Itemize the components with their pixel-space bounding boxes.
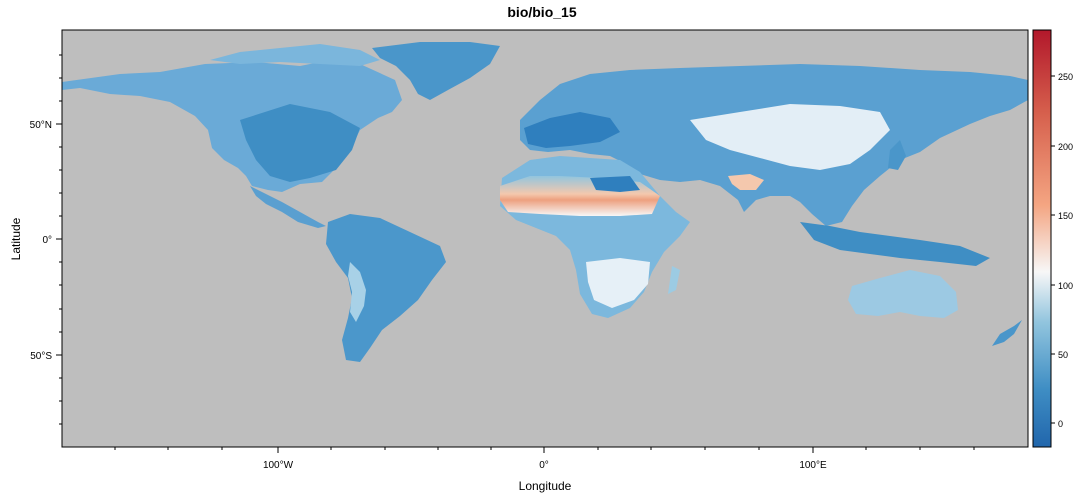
colorbar-tick-label: 50 [1058, 350, 1068, 360]
x-tick-label: 100°W [263, 460, 294, 471]
colorbar-tick-label: 250 [1058, 72, 1073, 82]
southern-africa [586, 258, 650, 308]
central-america [250, 186, 326, 228]
y-tick-label: 50°S [30, 351, 52, 362]
x-tick-label: 100°E [799, 460, 827, 471]
x-axis-label: Longitude [518, 479, 572, 493]
north-america-east [240, 104, 360, 182]
land-masses [62, 42, 1028, 362]
colorbar-tick-label: 0 [1058, 419, 1063, 429]
colorbar-tick-label: 150 [1058, 211, 1073, 221]
arctic-islands [210, 44, 380, 66]
x-axis [114, 447, 975, 453]
x-tick-label: 0° [539, 460, 549, 471]
europe-west [524, 112, 620, 148]
colorbar [1032, 29, 1052, 448]
japan [888, 140, 906, 170]
sahara-core [590, 176, 640, 192]
map-title: bio/bio_15 [507, 4, 577, 20]
colorbar-tick-label: 100 [1058, 281, 1073, 291]
south-america-andes [348, 262, 366, 322]
y-tick-label: 0° [42, 235, 52, 246]
colorbar-ticks [1051, 75, 1055, 424]
greenland [372, 42, 500, 100]
southeast-asia-islands [800, 222, 990, 266]
new-zealand [992, 320, 1022, 346]
madagascar [668, 266, 680, 294]
sahara [500, 176, 660, 216]
y-axis [56, 54, 62, 425]
india-arid [728, 174, 764, 190]
south-america [326, 214, 446, 362]
central-asia [690, 104, 890, 170]
colorbar-tick-label: 200 [1058, 142, 1073, 152]
y-tick-label: 50°N [30, 120, 52, 131]
australia [848, 270, 958, 318]
